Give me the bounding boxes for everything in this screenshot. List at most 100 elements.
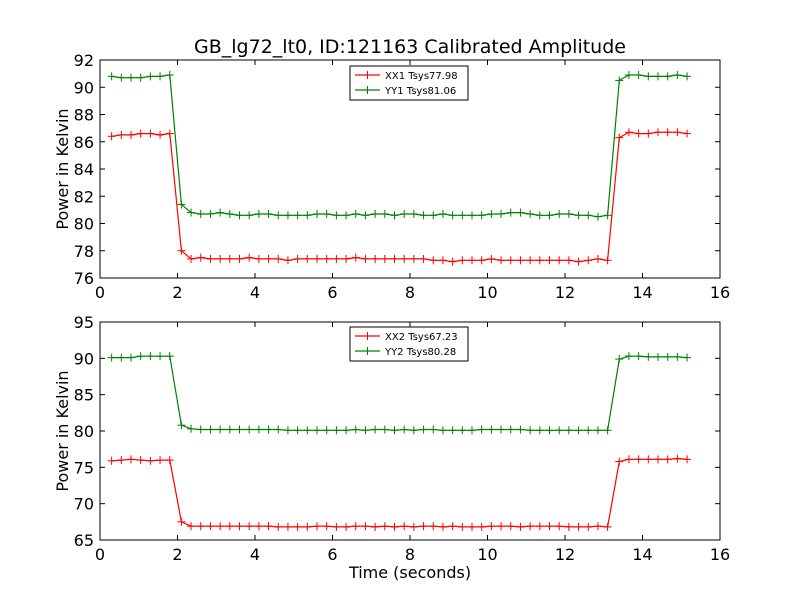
y-tick-label: 76 <box>74 269 94 288</box>
legend-label: YY1 Tsys81.06 <box>384 86 456 97</box>
data-point <box>555 522 564 531</box>
data-point <box>419 425 428 434</box>
data-point <box>206 254 215 263</box>
data-point <box>438 426 447 435</box>
x-tick-label: 6 <box>327 545 337 564</box>
data-point <box>654 455 662 464</box>
data-point <box>225 254 234 263</box>
data-point <box>673 352 682 361</box>
data-point <box>584 426 593 435</box>
data-point <box>254 209 263 218</box>
data-point <box>654 128 662 137</box>
data-point <box>429 522 438 531</box>
data-point <box>303 211 312 220</box>
data-point <box>235 425 244 434</box>
data-point <box>206 522 215 531</box>
data-point <box>136 456 145 465</box>
data-point <box>196 209 205 218</box>
data-point <box>663 72 672 81</box>
data-point <box>127 455 135 464</box>
data-point <box>477 522 486 531</box>
data-point <box>361 522 370 531</box>
data-point <box>634 455 643 464</box>
legend: XX2 Tsys67.23 YY2 Tsys80.28 <box>349 326 469 362</box>
data-point <box>283 211 292 220</box>
data-point <box>245 211 254 220</box>
data-point <box>380 209 389 218</box>
data-point <box>332 254 341 263</box>
data-point <box>545 211 554 220</box>
data-point <box>506 522 515 531</box>
data-point <box>663 352 672 361</box>
data-point <box>673 70 682 79</box>
data-point <box>313 254 321 263</box>
data-point <box>624 70 633 79</box>
data-point <box>448 522 457 531</box>
x-axis-title: Time (seconds) <box>348 563 471 582</box>
y-tick-label: 86 <box>74 133 94 152</box>
data-point <box>683 72 692 81</box>
data-point <box>136 129 145 138</box>
data-point <box>351 522 360 531</box>
data-point <box>615 76 624 85</box>
x-tick-label: 0 <box>95 283 105 302</box>
data-point <box>448 257 457 266</box>
x-tick-label: 16 <box>710 545 730 564</box>
data-point <box>361 254 370 263</box>
data-point <box>235 211 244 220</box>
data-point <box>165 70 174 79</box>
data-point <box>468 426 476 435</box>
y-tick-label: 90 <box>74 349 94 368</box>
bottom-plot: 0 2 4 6 8 10 12 14 16 65 70 75 80 85 90 95 XX2 Tsys67.23… <box>53 313 730 582</box>
data-point <box>342 426 351 435</box>
data-point <box>322 426 331 435</box>
data-point <box>235 254 244 263</box>
data-point <box>516 425 525 434</box>
data-point <box>351 209 360 218</box>
data-point <box>303 254 312 263</box>
x-tick-label: 12 <box>555 545 575 564</box>
data-point <box>177 421 186 430</box>
data-point <box>535 522 544 531</box>
data-point <box>371 522 380 531</box>
data-point <box>380 425 389 434</box>
data-point <box>245 522 254 531</box>
data-point <box>683 353 692 362</box>
y-tick-label: 78 <box>74 242 94 261</box>
x-tick-label: 10 <box>477 545 497 564</box>
data-point <box>634 129 643 138</box>
x-tick-label: 10 <box>477 283 497 302</box>
data-point <box>603 522 612 531</box>
data-point <box>380 254 389 263</box>
data-point <box>458 522 467 531</box>
data-point <box>371 209 380 218</box>
data-point <box>603 426 612 435</box>
data-point <box>400 254 409 263</box>
data-point <box>497 256 506 265</box>
data-point <box>497 209 506 218</box>
y-tick-label: 84 <box>74 160 94 179</box>
data-point <box>545 522 554 531</box>
data-point <box>107 132 116 141</box>
x-tick-label: 4 <box>250 283 260 302</box>
data-point <box>293 426 302 435</box>
data-point <box>187 522 196 531</box>
x-tick-label: 0 <box>95 545 105 564</box>
data-point <box>274 522 283 531</box>
data-point <box>264 522 273 531</box>
y-tick-label: 88 <box>74 106 94 125</box>
data-point <box>545 256 554 265</box>
data-point <box>136 352 145 361</box>
data-point <box>371 425 380 434</box>
data-point <box>156 130 165 139</box>
data-point <box>117 353 126 362</box>
data-point <box>683 455 692 464</box>
x-tick-label: 14 <box>632 545 652 564</box>
data-point <box>429 256 438 265</box>
data-point <box>555 426 564 435</box>
data-point <box>673 128 682 137</box>
data-point <box>283 522 292 531</box>
data-point <box>644 129 653 138</box>
data-point <box>584 256 593 265</box>
